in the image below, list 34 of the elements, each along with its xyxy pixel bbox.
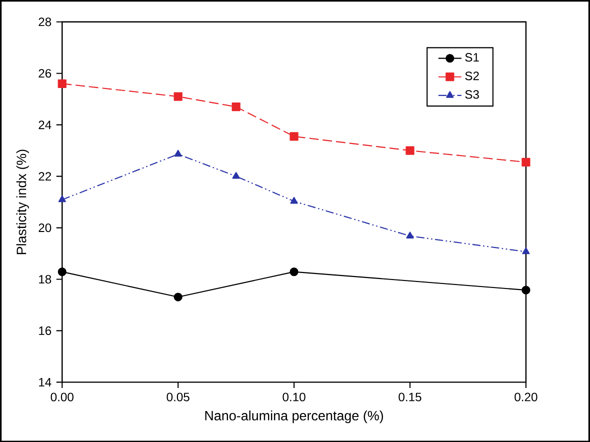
x-tick-label: 0.00 — [50, 392, 74, 402]
point — [232, 172, 240, 179]
y-tick-label: 26 — [38, 68, 52, 78]
point — [290, 196, 298, 204]
x-tick-label: 0.10 — [282, 392, 306, 402]
x-axis-title: Nano-alumina percentage (%) — [205, 410, 384, 423]
point — [406, 146, 414, 155]
point — [290, 132, 298, 141]
y-tick-label: 20 — [38, 223, 52, 232]
point — [58, 267, 66, 276]
y-tick-label: 24 — [38, 120, 52, 129]
y-axis-title: Plasticity indx (%) — [16, 150, 29, 254]
y-tick-label: 18 — [39, 274, 52, 284]
y-tick-label: 14 — [39, 378, 52, 386]
y-tick-label: 28 — [38, 17, 52, 26]
x-tick-label: 0.15 — [398, 392, 422, 402]
point — [522, 158, 530, 166]
legend-label: S1 — [465, 52, 479, 62]
point — [290, 267, 298, 276]
legend-label: S3 — [465, 90, 479, 99]
point — [58, 79, 66, 88]
y-tick-label: 16 — [39, 326, 52, 335]
legend-label: S2 — [465, 71, 479, 80]
point — [174, 150, 182, 156]
point — [58, 195, 66, 202]
point — [232, 102, 240, 111]
point — [522, 286, 530, 294]
x-tick-label: 0.05 — [166, 392, 190, 402]
y-tick-label: 22 — [38, 172, 52, 180]
point — [174, 92, 182, 101]
x-tick-label: 0.20 — [514, 392, 538, 402]
point — [174, 292, 182, 302]
point — [522, 247, 530, 254]
point — [406, 232, 414, 238]
